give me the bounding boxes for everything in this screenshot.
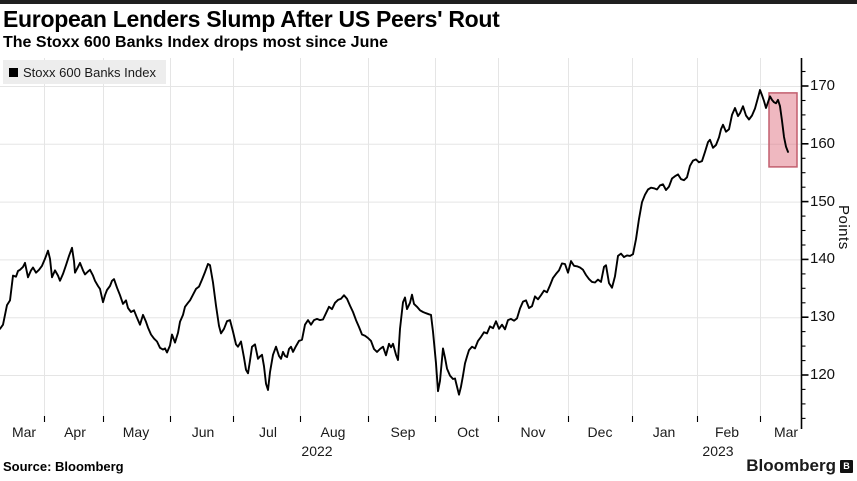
x-axis-month-label: Jun [191,424,215,440]
y-axis-tick-label: 150 [810,192,836,210]
y-axis-tick-label: 160 [810,134,836,152]
x-axis-month-label: Feb [714,424,740,440]
x-axis-month-label: Mar [773,424,799,440]
y-axis-tick-label: 130 [810,308,836,326]
chart-title: European Lenders Slump After US Peers' R… [3,6,500,32]
legend: Stoxx 600 Banks Index [3,60,166,84]
x-axis-year-label: 2022 [301,443,333,459]
x-axis-month-label: Apr [64,424,86,440]
y-axis-tick-label: 170 [810,77,836,94]
v-gridlines [44,58,761,416]
x-axis-month-label: Sep [390,424,416,440]
chart-subtitle: The Stoxx 600 Banks Index drops most sin… [3,34,389,51]
series-line [0,89,789,396]
y-axis-tick-label: 120 [810,366,836,383]
x-axis-month-label: Mar [11,424,37,440]
bloomberg-wordmark: Bloomberg [746,456,836,475]
x-axis-ticks [43,416,762,422]
bloomberg-logo: Bloomberg B [746,456,853,476]
x-axis-month-label: Jul [259,424,277,440]
y-axis-title: Points [835,205,852,250]
x-axis-month-label: Jan [652,424,676,440]
source-credit: Source: Bloomberg [3,459,124,474]
top-accent-bar [0,0,857,4]
legend-marker-swatch [9,67,18,77]
bloomberg-mark-icon: B [840,459,853,473]
y-axis-minor-ticks [801,70,806,419]
x-axis-month-label: Oct [457,424,479,440]
y-axis-tick-label: 140 [810,250,836,268]
y-axis-major-ticks [801,85,809,376]
x-axis-month-label: May [122,424,150,440]
x-axis-month-label: Nov [520,424,546,440]
legend-label: Stoxx 600 Banks Index [23,64,156,80]
x-axis-month-label: Aug [320,424,346,440]
x-axis-year-label: 2023 [702,443,734,459]
x-axis-month-label: Dec [587,424,613,440]
